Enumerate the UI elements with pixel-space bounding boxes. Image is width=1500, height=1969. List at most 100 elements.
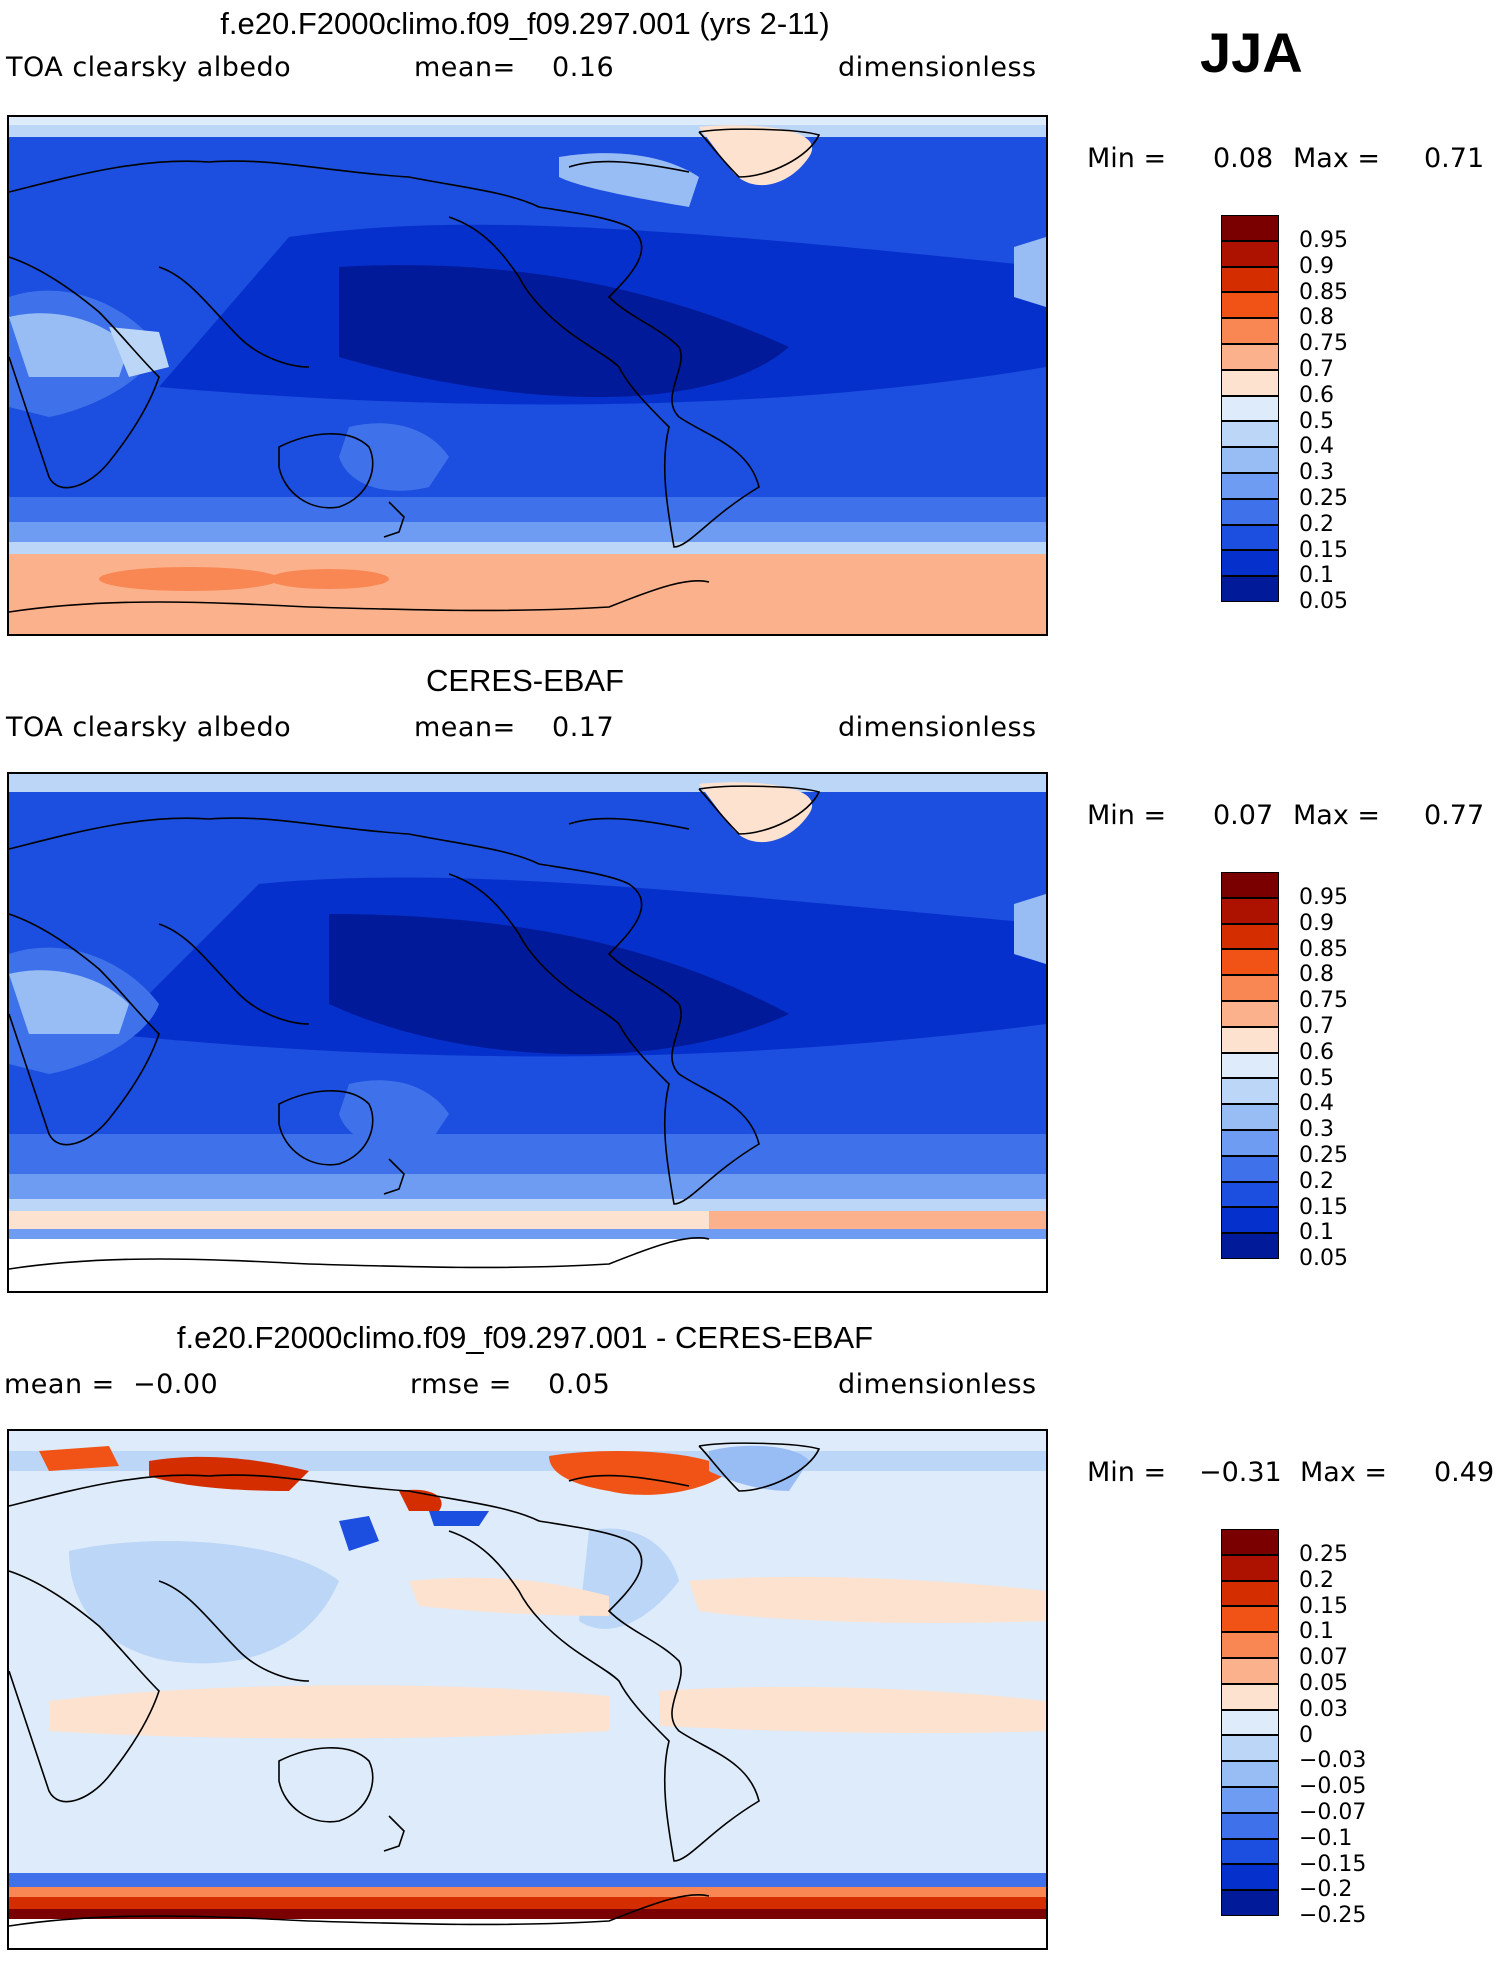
min-label: Min =	[1087, 800, 1167, 831]
mean-label: mean = −0.00	[4, 1369, 219, 1400]
colorbar-label: 0.5	[1299, 408, 1334, 434]
panel-title: CERES-EBAF	[425, 663, 625, 698]
colorbar-swatch	[1221, 1529, 1279, 1555]
colorbar-label: 0.1	[1299, 1220, 1334, 1246]
max-value: 0.77	[1424, 800, 1485, 831]
colorbar-label: 0.03	[1299, 1696, 1348, 1722]
panel-model: f.e20.F2000climo.f09_f09.297.001 (yrs 2-…	[0, 0, 1500, 655]
colorbar-label: 0.4	[1299, 434, 1334, 460]
min-value: 0.08	[1213, 143, 1274, 174]
colorbar-swatch	[1221, 897, 1279, 924]
colorbar-label: 0.4	[1299, 1091, 1334, 1117]
panel-title: f.e20.F2000climo.f09_f09.297.001 (yrs 2-…	[220, 6, 830, 41]
panel-title: f.e20.F2000climo.f09_f09.297.001 - CERES…	[176, 1320, 874, 1355]
colorbar-swatch	[1221, 975, 1279, 1001]
colorbar-swatch	[1221, 421, 1279, 448]
colorbar-label: 0.1	[1299, 563, 1334, 589]
colorbar-swatch	[1221, 1155, 1279, 1182]
min-value: 0.07	[1213, 800, 1274, 831]
variable-label: TOA clearsky albedo	[6, 52, 292, 83]
colorbar-swatch	[1221, 498, 1279, 525]
rmse-label: rmse = 0.05	[410, 1369, 611, 1400]
colorbar-swatch	[1221, 240, 1279, 267]
colorbar-label: −0.07	[1299, 1800, 1367, 1825]
colorbar-swatch	[1221, 1761, 1279, 1787]
colorbar-label: 0.05	[1299, 1671, 1348, 1696]
colorbar-label: −0.03	[1299, 1748, 1367, 1774]
colorbar-swatch	[1221, 473, 1279, 499]
max-value: 0.71	[1424, 143, 1485, 174]
colorbar-label: 0.95	[1299, 228, 1348, 253]
min-label: Min =	[1087, 143, 1167, 174]
colorbar-swatch	[1221, 1233, 1279, 1259]
colorbar-swatch	[1221, 1606, 1279, 1633]
max-label: Max =	[1293, 800, 1381, 831]
colorbar-swatch	[1221, 1787, 1279, 1813]
min-value: −0.31	[1199, 1457, 1282, 1488]
colorbar-swatch	[1221, 1052, 1279, 1079]
colorbar-label: 0.05	[1299, 1246, 1348, 1272]
colorbar-label: 0.25	[1299, 486, 1348, 511]
colorbar-label: 0.25	[1299, 1143, 1348, 1168]
colorbar-swatch	[1221, 1838, 1279, 1865]
map-obs	[7, 772, 1048, 1293]
colorbar-swatch	[1221, 1709, 1279, 1736]
units-label: dimensionless	[838, 52, 1037, 83]
colorbar-label: 0.6	[1299, 382, 1334, 408]
colorbar-label: −0.2	[1299, 1877, 1353, 1903]
colorbar-swatch	[1221, 923, 1279, 950]
colorbar-swatch	[1221, 1632, 1279, 1658]
colorbar-swatch	[1221, 1735, 1279, 1762]
colorbar-swatch	[1221, 344, 1279, 370]
colorbar-swatch	[1221, 524, 1279, 551]
colorbar-swatch	[1221, 872, 1279, 898]
colorbar-label: 0.9	[1299, 253, 1334, 279]
mean-label: mean= 0.16	[414, 52, 615, 83]
colorbar-label: 0	[1299, 1722, 1313, 1748]
mean-label: mean= 0.17	[414, 712, 615, 743]
units-label: dimensionless	[838, 712, 1037, 743]
colorbar-swatch	[1221, 395, 1279, 422]
colorbar-label: 0.5	[1299, 1065, 1334, 1091]
colorbar-swatch	[1221, 1580, 1279, 1607]
colorbar-swatch	[1221, 266, 1279, 293]
colorbar-swatch	[1221, 1864, 1279, 1891]
colorbar-label: 0.95	[1299, 885, 1348, 910]
colorbar-swatch	[1221, 1130, 1279, 1156]
colorbar-label: 0.15	[1299, 1194, 1348, 1220]
colorbar-label: 0.9	[1299, 910, 1334, 936]
colorbar-swatch	[1221, 447, 1279, 473]
max-label: Max =	[1293, 143, 1381, 174]
colorbar-swatch	[1221, 1001, 1279, 1027]
season-label: JJA	[1200, 21, 1303, 84]
colorbar-label: 0.75	[1299, 331, 1348, 357]
colorbar-label: 0.85	[1299, 279, 1348, 305]
min-label: Min =	[1087, 1457, 1167, 1488]
colorbar-swatch	[1221, 215, 1279, 241]
colorbar-label: 0.2	[1299, 511, 1334, 537]
colorbar-swatch	[1221, 1554, 1279, 1581]
colorbar-swatch	[1221, 292, 1279, 319]
colorbar-label: 0.6	[1299, 1039, 1334, 1065]
colorbar-swatch	[1221, 1026, 1279, 1053]
colorbar-label: 0.3	[1299, 460, 1334, 486]
colorbar-label: 0.7	[1299, 357, 1334, 382]
colorbar-swatch	[1221, 1812, 1279, 1839]
colorbar-swatch	[1221, 1181, 1279, 1208]
colorbar-swatch	[1221, 1683, 1279, 1710]
colorbar-label: 0.2	[1299, 1168, 1334, 1194]
colorbar-swatch	[1221, 318, 1279, 344]
colorbar-label: 0.85	[1299, 936, 1348, 962]
colorbar-label: 0.05	[1299, 589, 1348, 615]
map-difference	[7, 1429, 1048, 1950]
colorbar-swatch	[1221, 949, 1279, 976]
colorbar-label: 0.2	[1299, 1567, 1334, 1593]
map-model	[7, 115, 1048, 636]
colorbar-label: 0.15	[1299, 1593, 1348, 1619]
colorbar-label: 0.25	[1299, 1542, 1348, 1567]
panel-obs: CERES-EBAF TOA clearsky albedo mean= 0.1…	[0, 657, 1500, 1312]
panel-diff: f.e20.F2000climo.f09_f09.297.001 - CERES…	[0, 1314, 1500, 1969]
colorbar-swatch	[1221, 1207, 1279, 1234]
max-value: 0.49	[1434, 1457, 1495, 1488]
colorbar-label: −0.15	[1299, 1851, 1367, 1877]
